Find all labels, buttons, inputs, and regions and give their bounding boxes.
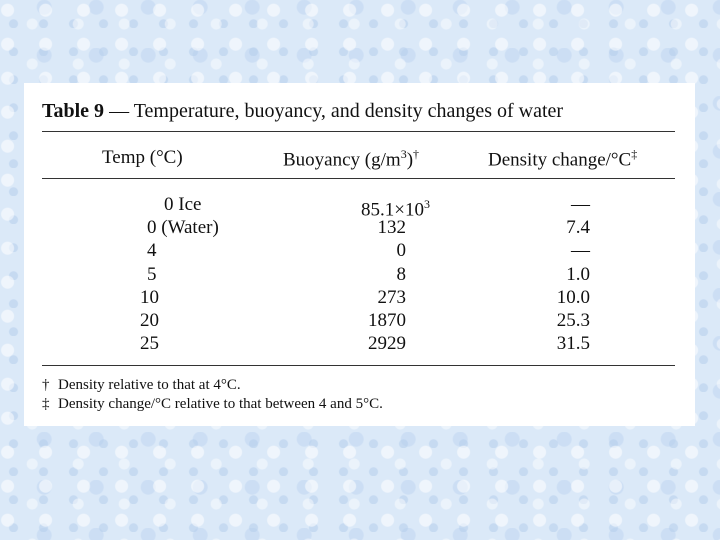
bottom-rule: [42, 365, 675, 366]
cell-buoyancy: 85.1×103: [361, 197, 430, 221]
cell-buoyancy: 2929: [368, 333, 406, 355]
header-density: Density change/°C‡: [488, 147, 638, 171]
cell-temp: 5: [147, 263, 157, 285]
cell-density-change: 1.0: [566, 263, 590, 285]
top-rule: [42, 131, 675, 132]
cell-buoyancy: 1870: [368, 310, 406, 331]
footnote-dagger: † Density relative to that at 4°C.: [42, 377, 241, 393]
cell-density-change: —: [571, 240, 590, 262]
table-title: Table 9 — Temperature, buoyancy, and den…: [42, 100, 563, 123]
table-card: Table 9 — Temperature, buoyancy, and den…: [24, 83, 695, 426]
cell-buoyancy: 0: [396, 240, 407, 262]
cell-density-change: 31.5: [556, 333, 590, 355]
header-buoyancy: Buoyancy (g/m3)†: [283, 147, 420, 171]
header-rule: [42, 178, 675, 179]
cell-buoyancy: 273: [377, 286, 407, 308]
cell-buoyancy: 8: [396, 263, 407, 285]
cell-density-change: 25.3: [556, 310, 590, 331]
table-caption: — Temperature, buoyancy, and density cha…: [104, 100, 564, 122]
cell-density-change: 10.0: [556, 286, 590, 308]
table-number: Table 9: [42, 100, 105, 122]
cell-temp: 20: [140, 310, 159, 331]
footnote-double-dagger: ‡ Density change/°C relative to that betw…: [42, 396, 383, 412]
cell-temp: 4: [147, 240, 157, 262]
cell-buoyancy: 132: [377, 217, 407, 239]
cell-temp: 25: [140, 333, 159, 355]
cell-density-change: —: [571, 194, 590, 215]
cell-density-change: 7.4: [566, 217, 590, 239]
cell-temp: 0 Ice: [164, 194, 202, 215]
cell-temp: 10: [140, 286, 159, 308]
header-temp: Temp (°C): [102, 147, 183, 168]
cell-temp: 0 (Water): [147, 217, 219, 239]
